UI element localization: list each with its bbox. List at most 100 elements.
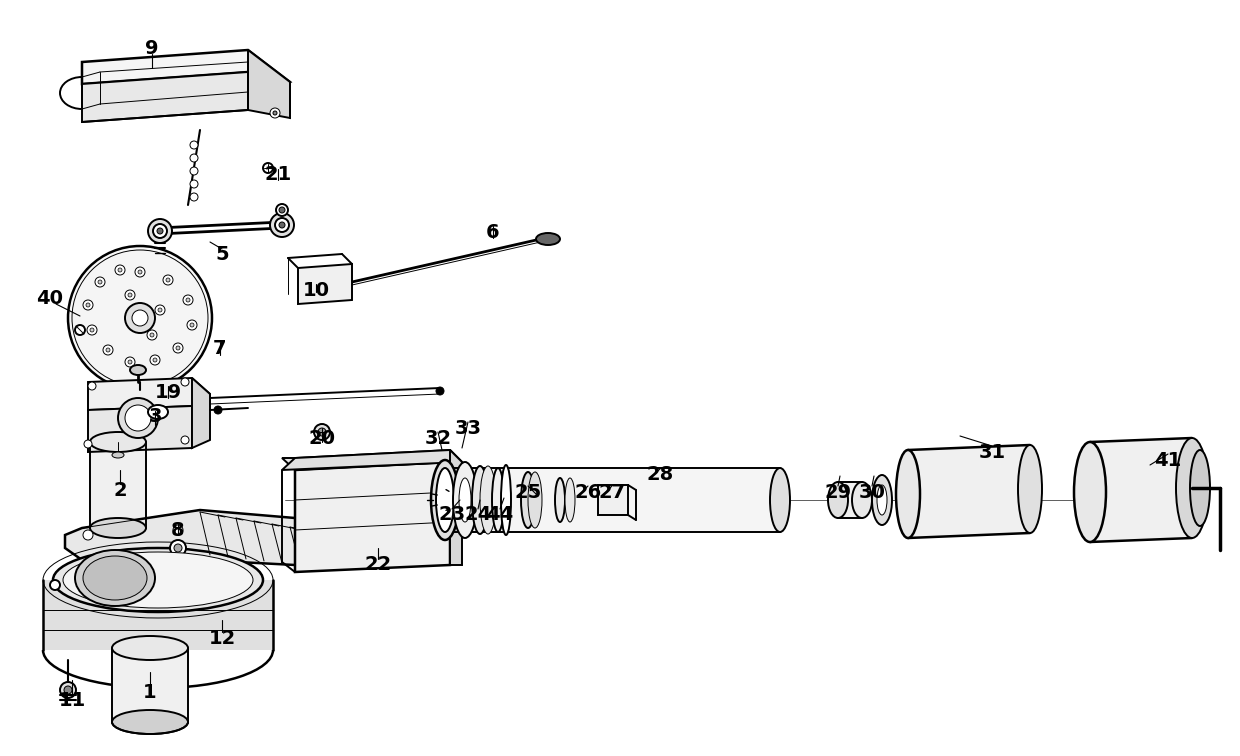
Ellipse shape — [91, 432, 146, 452]
Circle shape — [190, 154, 198, 162]
Circle shape — [125, 357, 135, 367]
Text: 6: 6 — [486, 222, 500, 241]
Ellipse shape — [1176, 438, 1208, 538]
Polygon shape — [281, 450, 463, 470]
Circle shape — [125, 303, 155, 333]
Circle shape — [64, 686, 72, 694]
Polygon shape — [192, 378, 210, 448]
Ellipse shape — [852, 482, 872, 518]
Ellipse shape — [148, 405, 167, 419]
Circle shape — [279, 222, 285, 228]
Ellipse shape — [112, 636, 188, 660]
Circle shape — [190, 180, 198, 188]
Circle shape — [125, 290, 135, 300]
Circle shape — [72, 250, 208, 386]
Circle shape — [157, 308, 162, 312]
Text: 5: 5 — [216, 246, 229, 265]
Ellipse shape — [897, 450, 920, 538]
Circle shape — [105, 348, 110, 352]
Ellipse shape — [472, 466, 489, 534]
Text: 29: 29 — [825, 482, 852, 501]
Polygon shape — [598, 485, 627, 515]
Circle shape — [83, 300, 93, 310]
Polygon shape — [88, 406, 192, 452]
Circle shape — [215, 406, 222, 414]
Polygon shape — [82, 50, 290, 98]
Ellipse shape — [877, 485, 887, 515]
Circle shape — [166, 278, 170, 282]
Circle shape — [279, 207, 285, 213]
Polygon shape — [112, 648, 188, 722]
Ellipse shape — [63, 552, 253, 608]
Circle shape — [190, 141, 198, 149]
Circle shape — [50, 580, 60, 590]
Circle shape — [125, 405, 151, 431]
Circle shape — [148, 219, 172, 243]
Circle shape — [87, 325, 97, 335]
Circle shape — [190, 323, 193, 327]
Text: 33: 33 — [455, 419, 481, 438]
Text: 7: 7 — [213, 339, 227, 358]
Circle shape — [275, 218, 289, 232]
Text: 2: 2 — [113, 481, 126, 500]
Polygon shape — [64, 510, 340, 568]
Text: 12: 12 — [208, 628, 236, 647]
Circle shape — [153, 358, 157, 362]
Text: 23: 23 — [439, 506, 465, 525]
Text: 21: 21 — [264, 166, 291, 184]
Text: 19: 19 — [155, 383, 181, 401]
Ellipse shape — [130, 365, 146, 375]
Circle shape — [88, 382, 95, 390]
Ellipse shape — [556, 478, 565, 522]
Ellipse shape — [459, 478, 471, 522]
Ellipse shape — [480, 466, 496, 534]
Circle shape — [128, 293, 131, 297]
Text: 44: 44 — [486, 506, 513, 525]
Ellipse shape — [112, 452, 124, 458]
Circle shape — [181, 436, 188, 444]
Circle shape — [174, 343, 184, 353]
Circle shape — [84, 440, 92, 448]
Ellipse shape — [74, 550, 155, 606]
Ellipse shape — [432, 460, 459, 540]
Ellipse shape — [521, 472, 534, 528]
Polygon shape — [295, 462, 450, 572]
Ellipse shape — [453, 462, 477, 538]
Polygon shape — [450, 450, 463, 565]
Circle shape — [273, 111, 277, 115]
Polygon shape — [281, 450, 463, 470]
Circle shape — [190, 167, 198, 175]
Circle shape — [170, 540, 186, 556]
Polygon shape — [1090, 438, 1192, 542]
Text: 9: 9 — [145, 39, 159, 57]
Ellipse shape — [872, 475, 892, 525]
Circle shape — [187, 320, 197, 330]
Circle shape — [174, 544, 182, 552]
Text: 3: 3 — [149, 407, 161, 426]
Circle shape — [91, 328, 94, 332]
Circle shape — [150, 355, 160, 365]
Circle shape — [270, 108, 280, 118]
Circle shape — [115, 265, 125, 275]
Text: 30: 30 — [858, 482, 885, 501]
Circle shape — [184, 295, 193, 305]
Polygon shape — [298, 264, 352, 304]
Ellipse shape — [1190, 450, 1210, 526]
Ellipse shape — [770, 468, 790, 532]
Text: 32: 32 — [424, 429, 451, 448]
Circle shape — [317, 428, 326, 436]
Polygon shape — [838, 482, 862, 518]
Circle shape — [86, 303, 91, 307]
Ellipse shape — [528, 472, 542, 528]
Ellipse shape — [53, 548, 263, 612]
Polygon shape — [908, 445, 1030, 538]
Ellipse shape — [536, 233, 560, 245]
Polygon shape — [91, 442, 146, 528]
Circle shape — [135, 267, 145, 277]
Polygon shape — [43, 580, 273, 650]
Circle shape — [174, 525, 184, 535]
Ellipse shape — [492, 468, 503, 532]
Text: 24: 24 — [464, 506, 491, 525]
Polygon shape — [88, 378, 210, 410]
Circle shape — [277, 204, 288, 216]
